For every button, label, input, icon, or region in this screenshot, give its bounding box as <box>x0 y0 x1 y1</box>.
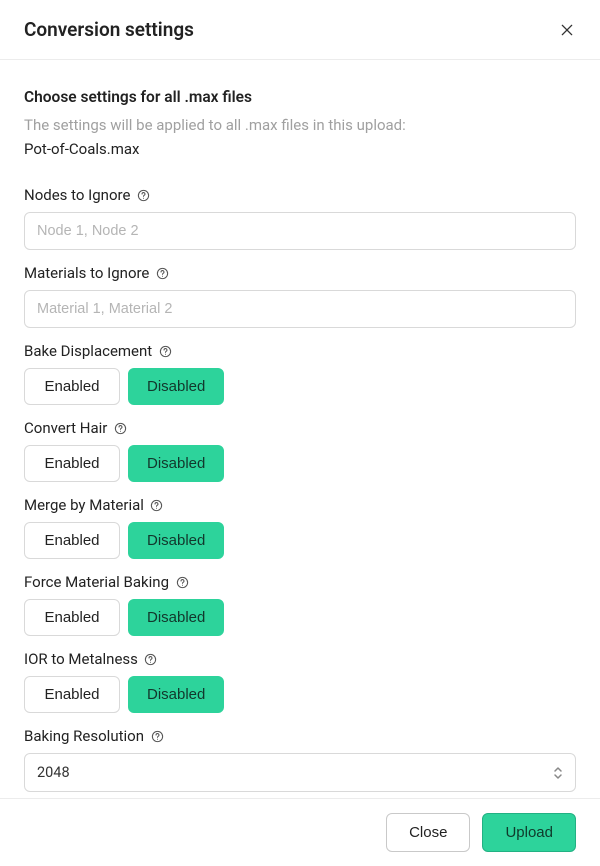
field-label: Force Material Baking <box>24 573 169 591</box>
toggle-row: Enabled Disabled <box>24 599 576 636</box>
nodes-to-ignore-input[interactable] <box>24 212 576 250</box>
disabled-button[interactable]: Disabled <box>128 445 224 482</box>
materials-to-ignore-input[interactable] <box>24 290 576 328</box>
help-icon[interactable] <box>144 652 158 666</box>
field-convert-hair: Convert Hair Enabled Disabled <box>24 419 576 482</box>
field-label-row: Bake Displacement <box>24 342 576 360</box>
select-wrap: 2048 <box>24 753 576 792</box>
toggle-row: Enabled Disabled <box>24 522 576 559</box>
field-bake-displacement: Bake Displacement Enabled Disabled <box>24 342 576 405</box>
enabled-button[interactable]: Enabled <box>24 599 120 636</box>
field-label: Baking Resolution <box>24 727 144 745</box>
disabled-button[interactable]: Disabled <box>128 368 224 405</box>
field-label-row: Convert Hair <box>24 419 576 437</box>
field-materials-to-ignore: Materials to Ignore <box>24 264 576 328</box>
field-label-row: Force Material Baking <box>24 573 576 591</box>
help-icon[interactable] <box>150 498 164 512</box>
disabled-button[interactable]: Disabled <box>128 676 224 713</box>
field-merge-by-material: Merge by Material Enabled Disabled <box>24 496 576 559</box>
modal-header: Conversion settings <box>0 0 600 60</box>
field-label: Merge by Material <box>24 496 144 514</box>
field-baking-resolution: Baking Resolution 2048 <box>24 727 576 792</box>
disabled-button[interactable]: Disabled <box>128 522 224 559</box>
field-force-material-baking: Force Material Baking Enabled Disabled <box>24 573 576 636</box>
field-nodes-to-ignore: Nodes to Ignore <box>24 186 576 250</box>
close-icon[interactable] <box>558 21 576 39</box>
help-icon[interactable] <box>150 729 164 743</box>
intro-heading: Choose settings for all .max files <box>24 88 576 106</box>
field-label: Materials to Ignore <box>24 264 149 282</box>
help-icon[interactable] <box>155 266 169 280</box>
enabled-button[interactable]: Enabled <box>24 445 120 482</box>
help-icon[interactable] <box>113 421 127 435</box>
field-label-row: Materials to Ignore <box>24 264 576 282</box>
modal-content: Choose settings for all .max files The s… <box>0 60 600 798</box>
close-button[interactable]: Close <box>386 813 470 852</box>
disabled-button[interactable]: Disabled <box>128 599 224 636</box>
modal-footer: Close Upload <box>0 798 600 866</box>
baking-resolution-select[interactable]: 2048 <box>24 753 576 792</box>
toggle-row: Enabled Disabled <box>24 445 576 482</box>
field-label: Convert Hair <box>24 419 107 437</box>
help-icon[interactable] <box>136 188 150 202</box>
field-label: IOR to Metalness <box>24 650 138 668</box>
modal-title: Conversion settings <box>24 18 194 41</box>
enabled-button[interactable]: Enabled <box>24 676 120 713</box>
field-label-row: IOR to Metalness <box>24 650 576 668</box>
field-ior-to-metalness: IOR to Metalness Enabled Disabled <box>24 650 576 713</box>
help-icon[interactable] <box>158 344 172 358</box>
filename: Pot-of-Coals.max <box>24 140 576 158</box>
toggle-row: Enabled Disabled <box>24 676 576 713</box>
help-icon[interactable] <box>175 575 189 589</box>
enabled-button[interactable]: Enabled <box>24 368 120 405</box>
field-label: Bake Displacement <box>24 342 152 360</box>
enabled-button[interactable]: Enabled <box>24 522 120 559</box>
field-label: Nodes to Ignore <box>24 186 130 204</box>
intro-description: The settings will be applied to all .max… <box>24 116 576 134</box>
field-label-row: Nodes to Ignore <box>24 186 576 204</box>
upload-button[interactable]: Upload <box>482 813 576 852</box>
field-label-row: Merge by Material <box>24 496 576 514</box>
toggle-row: Enabled Disabled <box>24 368 576 405</box>
field-label-row: Baking Resolution <box>24 727 576 745</box>
conversion-settings-modal: Conversion settings Choose settings for … <box>0 0 600 866</box>
